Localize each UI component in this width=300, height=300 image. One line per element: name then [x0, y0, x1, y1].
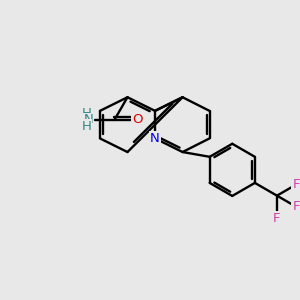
Text: H: H [82, 120, 92, 133]
Text: O: O [132, 113, 143, 126]
Text: N: N [150, 133, 160, 146]
Text: H: H [82, 107, 92, 120]
Text: N: N [84, 113, 94, 126]
Text: F: F [293, 200, 300, 213]
Text: F: F [293, 178, 300, 191]
Text: F: F [273, 212, 281, 225]
